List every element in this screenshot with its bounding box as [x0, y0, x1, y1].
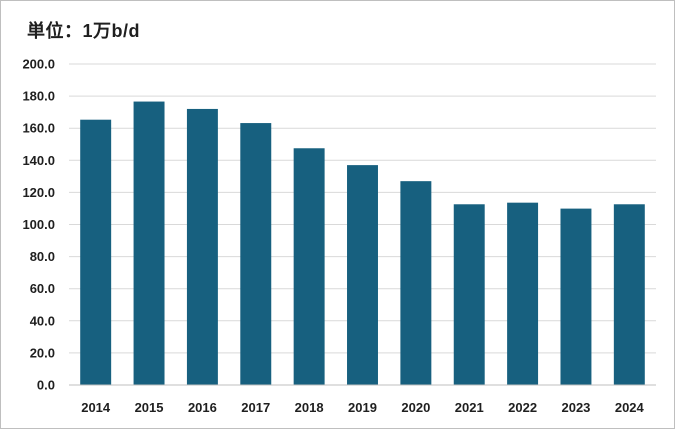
x-tick-label: 2018	[295, 400, 324, 415]
bar-2014	[80, 119, 112, 386]
x-tick-label: 2022	[508, 400, 537, 415]
unit-label: 単位：1万b/d	[27, 21, 141, 41]
x-tick-label: 2024	[615, 400, 645, 415]
bar-2020	[400, 181, 432, 385]
y-tick-label: 120.0	[22, 185, 55, 200]
bar-2015	[133, 101, 165, 385]
x-tick-label: 2020	[401, 400, 430, 415]
y-tick-label: 140.0	[22, 153, 55, 168]
bar-2024	[613, 204, 645, 385]
y-tick-label: 40.0	[30, 313, 55, 328]
bar-2023	[560, 208, 592, 385]
bars	[69, 101, 656, 386]
x-tick-labels: 2014 2015 2016 2017 2018 2019 2020 2021 2022 2023…	[81, 400, 644, 415]
x-tick-label: 2023	[561, 400, 590, 415]
y-tick-label: 100.0	[22, 217, 55, 232]
y-tick-label: 80.0	[30, 249, 55, 264]
bar-2019	[347, 165, 378, 385]
x-tick-label: 2017	[241, 400, 270, 415]
x-tick-label: 2016	[188, 400, 217, 415]
bar-2017	[240, 123, 272, 386]
x-tick-label: 2021	[455, 400, 484, 415]
x-tick-label: 2014	[81, 400, 111, 415]
x-tick-label: 2015	[135, 400, 164, 415]
y-tick-label: 20.0	[30, 345, 55, 360]
y-tick-label: 0.0	[37, 378, 55, 393]
bar-2022	[507, 202, 539, 385]
y-tick-label: 60.0	[30, 281, 55, 296]
x-tick-label: 2019	[348, 400, 377, 415]
y-tick-labels: 0.0 20.0 40.0 60.0 80.0 100.0 120.0 140.0 160.0 1…	[22, 57, 55, 393]
bar-2016	[186, 108, 218, 385]
y-tick-label: 180.0	[22, 89, 55, 104]
y-tick-label: 200.0	[22, 57, 55, 72]
bar-2018	[293, 148, 325, 385]
y-tick-label: 160.0	[22, 121, 55, 136]
bar-2021	[453, 204, 485, 385]
